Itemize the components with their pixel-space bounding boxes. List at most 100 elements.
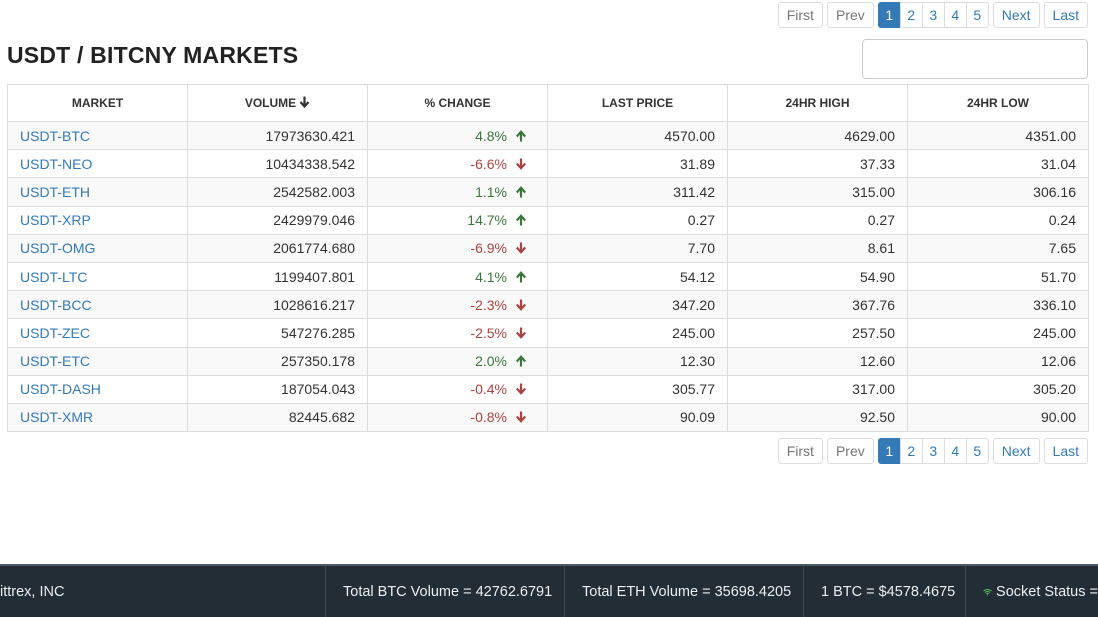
last-price-cell: 31.89: [547, 149, 728, 179]
change-cell: 1.1%: [367, 177, 548, 207]
table-row[interactable]: USDT-XRP 2429979.046 14.7% 0.27 0.27 0.24: [7, 205, 1089, 235]
pagination-last-button[interactable]: Last: [1043, 2, 1088, 28]
table-row[interactable]: USDT-BCC 1028616.217 -2.3% 347.20 367.76 336.…: [7, 290, 1089, 320]
low-cell: 12.06: [907, 346, 1089, 376]
high-cell: 8.61: [727, 233, 908, 263]
table-row[interactable]: USDT-BTC 17973630.421 4.8% 4570.00 4629.00 43…: [7, 120, 1089, 151]
market-link[interactable]: USDT-XRP: [7, 205, 188, 235]
column-header-volume-label: VOLUME: [244, 96, 297, 110]
market-link[interactable]: USDT-LTC: [7, 261, 188, 292]
table-row[interactable]: USDT-XMR 82445.682 -0.8% 90.09 92.50 90.00: [7, 402, 1089, 433]
volume-cell: 17973630.421: [187, 120, 368, 151]
volume-cell: 2429979.046: [187, 205, 368, 235]
arrow-up-icon: [515, 355, 527, 367]
low-cell: 305.20: [907, 374, 1089, 404]
market-link[interactable]: USDT-ETC: [7, 346, 188, 376]
low-cell: 0.24: [907, 205, 1089, 235]
column-header-24hr-low[interactable]: 24HR LOW: [907, 84, 1089, 122]
low-cell: 306.16: [907, 177, 1089, 207]
volume-cell: 82445.682: [187, 402, 368, 433]
low-cell: 4351.00: [907, 120, 1089, 151]
market-link[interactable]: USDT-ZEC: [7, 318, 188, 348]
change-value: -2.5%: [470, 324, 507, 341]
pagination-first-button[interactable]: First: [777, 2, 823, 28]
pagination-page-2[interactable]: 2: [899, 2, 923, 28]
pagination-pages: 1 2 3 4 5: [877, 438, 989, 464]
table-row[interactable]: USDT-ETH 2542582.003 1.1% 311.42 315.00 306.1…: [7, 177, 1089, 207]
pagination-prev-button[interactable]: Prev: [826, 438, 874, 464]
table-row[interactable]: USDT-DASH 187054.043 -0.4% 305.77 317.00 305.…: [7, 374, 1089, 404]
last-price-cell: 12.30: [547, 346, 728, 376]
last-price-cell: 0.27: [547, 205, 728, 235]
market-link[interactable]: USDT-XMR: [7, 402, 188, 433]
pagination-next-button[interactable]: Next: [992, 2, 1040, 28]
pagination-page-3[interactable]: 3: [921, 2, 945, 28]
change-value: -6.9%: [470, 240, 507, 257]
volume-cell: 547276.285: [187, 318, 368, 348]
volume-cell: 2542582.003: [187, 177, 368, 207]
volume-cell: 1028616.217: [187, 290, 368, 320]
column-header-volume[interactable]: VOLUME: [187, 84, 368, 122]
low-cell: 336.10: [907, 290, 1089, 320]
column-header-change[interactable]: % CHANGE: [367, 84, 548, 122]
table-row[interactable]: USDT-NEO 10434338.542 -6.6% 31.89 37.33 31.04: [7, 149, 1089, 179]
wifi-icon: [983, 588, 992, 595]
volume-cell: 2061774.680: [187, 233, 368, 263]
footer-eth-volume: Total ETH Volume = 35698.4205: [582, 583, 792, 600]
low-cell: 51.70: [907, 261, 1089, 292]
pagination-page-1[interactable]: 1: [877, 438, 901, 464]
market-link[interactable]: USDT-BTC: [7, 120, 188, 151]
high-cell: 4629.00: [727, 120, 908, 151]
volume-cell: 10434338.542: [187, 149, 368, 179]
footer-eth-volume-cell: Total ETH Volume = 35698.4205: [565, 566, 804, 617]
pagination-page-5[interactable]: 5: [965, 2, 989, 28]
change-value: 4.1%: [475, 268, 507, 285]
change-cell: -6.6%: [367, 149, 548, 179]
pagination-next-button[interactable]: Next: [992, 438, 1040, 464]
pagination-prev-button[interactable]: Prev: [826, 2, 874, 28]
footer-btc-price-cell: 1 BTC = $4578.4675: [804, 566, 966, 617]
search-input[interactable]: [862, 39, 1088, 79]
table-row[interactable]: USDT-LTC 1199407.801 4.1% 54.12 54.90 51.70: [7, 261, 1089, 292]
market-link[interactable]: USDT-BCC: [7, 290, 188, 320]
table-row[interactable]: USDT-ETC 257350.178 2.0% 12.30 12.60 12.06: [7, 346, 1089, 376]
pagination-page-5[interactable]: 5: [965, 438, 989, 464]
last-price-cell: 347.20: [547, 290, 728, 320]
column-header-last-price[interactable]: LAST PRICE: [547, 84, 728, 122]
table-header-row: MARKET VOLUME % CHANGE LAST PRICE 24HR H…: [7, 84, 1089, 122]
change-cell: -0.8%: [367, 402, 548, 433]
change-value: 1.1%: [475, 183, 507, 200]
market-link[interactable]: USDT-NEO: [7, 149, 188, 179]
arrow-down-icon: [515, 158, 527, 170]
table-row[interactable]: USDT-OMG 2061774.680 -6.9% 7.70 8.61 7.65: [7, 233, 1089, 263]
markets-table-body: USDT-BTC 17973630.421 4.8% 4570.00 4629.00 43…: [7, 120, 1089, 433]
pagination-last-button[interactable]: Last: [1043, 438, 1088, 464]
market-link[interactable]: USDT-DASH: [7, 374, 188, 404]
pagination-page-3[interactable]: 3: [921, 438, 945, 464]
pagination-page-4[interactable]: 4: [943, 2, 967, 28]
change-value: 4.8%: [475, 127, 507, 144]
footer-socket-status: Socket Status =: [996, 583, 1098, 600]
table-row[interactable]: USDT-ZEC 547276.285 -2.5% 245.00 257.50 245.0…: [7, 318, 1089, 348]
arrow-up-icon: [515, 270, 527, 283]
column-header-24hr-high[interactable]: 24HR HIGH: [727, 84, 908, 122]
pagination-first-button[interactable]: First: [777, 438, 823, 464]
market-link[interactable]: USDT-OMG: [7, 233, 188, 263]
change-value: -0.4%: [470, 381, 507, 398]
pagination-page-2[interactable]: 2: [899, 438, 923, 464]
high-cell: 12.60: [727, 346, 908, 376]
arrow-down-icon: [515, 242, 527, 255]
last-price-cell: 54.12: [547, 261, 728, 292]
arrow-down-icon: [515, 299, 527, 311]
pagination-page-1[interactable]: 1: [877, 2, 901, 28]
change-cell: -6.9%: [367, 233, 548, 263]
low-cell: 7.65: [907, 233, 1089, 263]
last-price-cell: 311.42: [547, 177, 728, 207]
market-link[interactable]: USDT-ETH: [7, 177, 188, 207]
pagination-page-4[interactable]: 4: [943, 438, 967, 464]
column-header-market[interactable]: MARKET: [7, 84, 188, 122]
high-cell: 257.50: [727, 318, 908, 348]
high-cell: 54.90: [727, 261, 908, 292]
volume-cell: 1199407.801: [187, 261, 368, 292]
